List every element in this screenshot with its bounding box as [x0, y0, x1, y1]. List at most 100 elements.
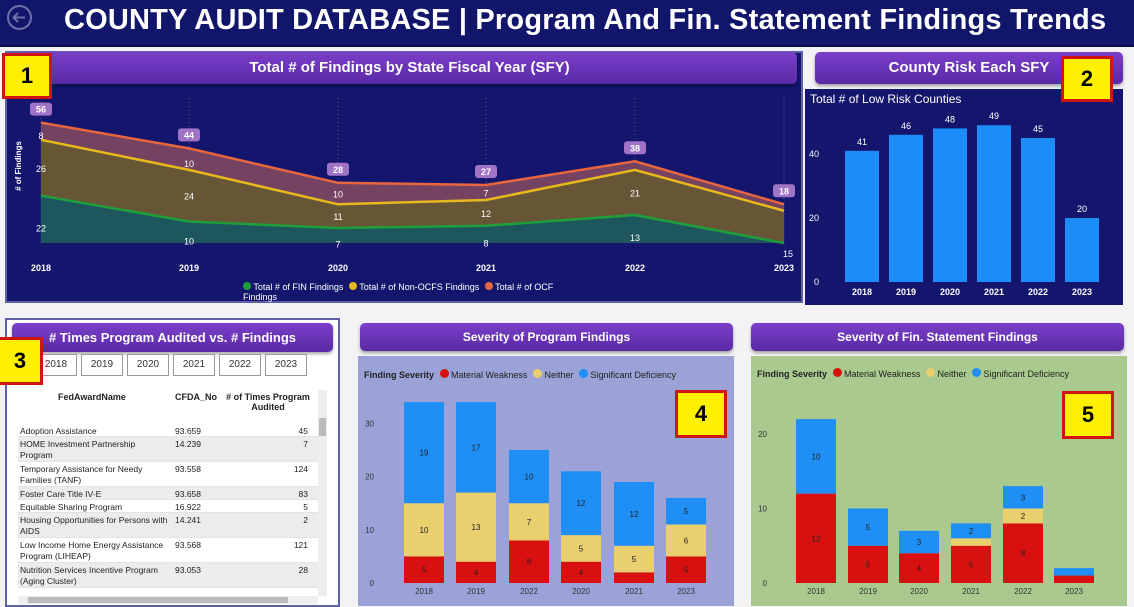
line-fin	[40, 194, 785, 245]
segment-label: 17	[472, 443, 481, 452]
y-tick-label: 30	[365, 419, 374, 428]
cell-fedawardname: Nutrition Services Incentive Program (Ag…	[20, 565, 158, 586]
y-tick-label: 0	[763, 579, 768, 588]
program-legend-neither-label: Neither	[544, 370, 574, 380]
segment-label: 5	[969, 560, 974, 569]
stack-segment	[509, 540, 549, 583]
segment-label: 5	[866, 560, 871, 569]
x-tick-label: 2023	[1065, 587, 1083, 596]
stack-segment	[404, 556, 444, 583]
col-header-times-audited[interactable]: # of Times Program Audited	[226, 392, 310, 412]
total-label-box	[624, 141, 646, 155]
table-row[interactable]: Foster Care Title IV-E 93.658 83	[18, 487, 318, 500]
fin-legend-neither-label: Neither	[937, 369, 967, 379]
table-row[interactable]: Temporary Assistance for Needy Families …	[18, 462, 318, 487]
segment-label: 5	[579, 544, 584, 553]
label-fin: 13	[630, 233, 640, 243]
back-arrow-icon[interactable]	[6, 4, 33, 31]
label-fin: 10	[184, 236, 194, 246]
segment-label: 5	[422, 566, 427, 575]
stack-segment	[404, 402, 444, 504]
x-tick-label: 2022	[1028, 287, 1048, 297]
cell-fedawardname: HOME Investment Partnership Program	[20, 439, 136, 460]
stack-segment	[1003, 523, 1043, 583]
findings-by-sfy-title[interactable]: Total # of Findings by State Fiscal Year…	[22, 52, 797, 84]
fin-severity-legend: Finding Severity Material Weakness Neith…	[757, 368, 1117, 379]
table-row[interactable]: Nutrition Services Incentive Program (Ag…	[18, 563, 318, 588]
x-tick-label: 2019	[179, 263, 199, 273]
year-chip-2019[interactable]: 2019	[81, 354, 123, 376]
label-nonocfs: 12	[481, 209, 491, 219]
badge-1: 1	[2, 53, 52, 99]
cell-cfda: 14.241	[175, 515, 201, 525]
label-ocf: 10	[333, 190, 343, 200]
segment-label: 5	[684, 507, 689, 516]
total-label: 38	[630, 143, 640, 153]
cell-cfda: 93.568	[175, 540, 201, 550]
stack-segment	[456, 561, 496, 583]
year-chip-2020[interactable]: 2020	[127, 354, 169, 376]
cell-times-audited: 124	[293, 464, 308, 474]
stack-segment	[666, 556, 706, 583]
legend-ocf-dot	[484, 282, 493, 290]
segment-label: 12	[630, 510, 639, 519]
page-header: COUNTY AUDIT DATABASE | Program And Fin.…	[0, 0, 1134, 47]
table-row[interactable]: Low Income Home Energy Assistance Progra…	[18, 538, 318, 563]
segment-label: 12	[577, 499, 586, 508]
year-chip-2021[interactable]: 2021	[173, 354, 215, 376]
segment-label: 19	[420, 449, 429, 458]
table-row[interactable]: Adoption Assistance 93.659 45	[18, 424, 318, 437]
stack-segment	[614, 481, 654, 546]
table-row[interactable]: Equitable Sharing Program 16.922 5	[18, 500, 318, 513]
bar	[1021, 138, 1055, 282]
fin-legend-neither-dot	[925, 368, 935, 377]
program-severity-title[interactable]: Severity of Program Findings	[360, 323, 733, 351]
fin-legend-mw-dot	[832, 368, 842, 377]
cell-times-audited: 121	[293, 540, 308, 550]
segment-label: 10	[420, 526, 429, 535]
legend-nonocfs-dot	[348, 282, 357, 290]
h-scrollbar-thumb[interactable]	[28, 597, 288, 603]
segment-label: 8	[1021, 549, 1026, 558]
table-vertical-scrollbar[interactable]	[318, 390, 327, 596]
cell-cfda: 93.659	[175, 426, 201, 436]
program-audited-title[interactable]: # Times Program Audited vs. # Findings	[12, 323, 333, 352]
x-tick-label: 2019	[896, 287, 916, 297]
findings-legend: Total # of FIN Findings Total # of Non-O…	[243, 282, 573, 302]
badge-3: 3	[0, 337, 43, 385]
stack-segment	[899, 530, 939, 554]
stack-segment	[848, 508, 888, 546]
total-label: 56	[36, 105, 46, 115]
table-horizontal-scrollbar[interactable]	[18, 596, 318, 604]
table-row[interactable]: Housing Opportunities for Persons with A…	[18, 513, 318, 538]
table-row[interactable]: HOME Investment Partnership Program 14.23…	[18, 437, 318, 462]
fin-legend-title: Finding Severity	[757, 369, 828, 379]
findings-area-chart: # of Findings 22 26 8 56 2018 10 24 10 44 2019 7 11…	[14, 98, 795, 273]
scrollbar-thumb[interactable]	[319, 418, 326, 436]
year-chip-2018[interactable]: 2018	[35, 354, 77, 376]
bar-value-label: 48	[945, 114, 955, 124]
x-tick-label: 2023	[1072, 287, 1092, 297]
bar-value-label: 20	[1077, 204, 1087, 214]
y-tick-label: 10	[365, 526, 374, 535]
year-chip-2022[interactable]: 2022	[219, 354, 261, 376]
program-legend-mw-label: Material Weakness	[451, 370, 528, 380]
stack-segment	[509, 503, 549, 541]
stack-segment	[561, 561, 601, 583]
stack-segment	[899, 553, 939, 583]
total-label-box	[773, 184, 795, 198]
total-label: 44	[184, 130, 194, 140]
program-legend-sd-dot	[578, 369, 588, 378]
cell-fedawardname: Temporary Assistance for Needy Families …	[20, 464, 143, 485]
segment-label: 7	[527, 518, 532, 527]
label-nonocfs: 11	[333, 212, 342, 222]
total-label: 18	[779, 186, 789, 196]
col-header-cfda[interactable]: CFDA_No	[175, 392, 217, 402]
segment-label: 5	[684, 566, 689, 575]
cell-cfda: 16.922	[175, 502, 201, 512]
label-fin: 22	[36, 223, 46, 233]
segment-label: 10	[525, 473, 534, 482]
fin-severity-title[interactable]: Severity of Fin. Statement Findings	[751, 323, 1124, 351]
program-legend-neither-dot	[532, 369, 542, 378]
year-chip-2023[interactable]: 2023	[265, 354, 307, 376]
